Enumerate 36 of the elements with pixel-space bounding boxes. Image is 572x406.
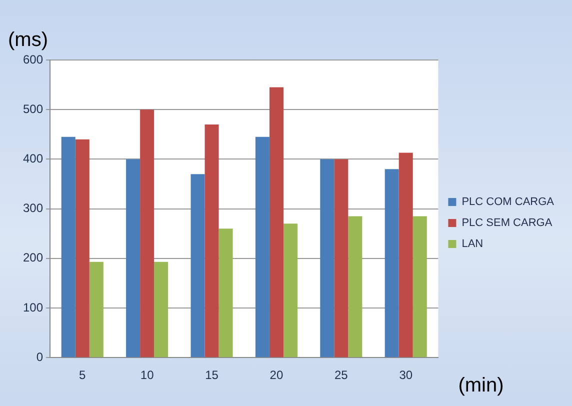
bar (61, 136, 76, 358)
y-axis-title: (ms) (8, 29, 48, 51)
bar (384, 169, 399, 358)
bar (269, 87, 284, 358)
x-tick-label: 30 (399, 368, 413, 382)
x-tick-label: 25 (334, 368, 348, 382)
bar (348, 216, 362, 358)
bar (190, 174, 205, 358)
legend-label: PLC COM CARGA (462, 196, 555, 208)
legend-label: PLC SEM CARGA (462, 217, 553, 230)
bar (204, 124, 219, 358)
y-tick-label: 0 (36, 350, 44, 364)
bar (154, 262, 168, 358)
bar (75, 139, 90, 358)
bar (218, 228, 233, 358)
y-tick-label: 500 (22, 102, 44, 116)
y-tick-label: 200 (22, 250, 44, 265)
x-tick-label: 15 (205, 368, 219, 382)
bar (320, 159, 334, 358)
bar (126, 159, 140, 358)
bar (140, 110, 154, 358)
y-tick-label: 300 (22, 201, 44, 216)
bar (412, 216, 427, 358)
y-tick-label: 100 (22, 300, 44, 314)
y-tick-label: 400 (22, 152, 44, 166)
bar (398, 152, 413, 358)
bar (334, 159, 348, 358)
legend-label: LAN (462, 238, 484, 250)
bar (283, 224, 298, 358)
x-tick-label: 10 (140, 368, 154, 382)
x-axis-title: (min) (458, 374, 504, 397)
x-tick-label: 20 (270, 368, 284, 382)
x-tick-label: 5 (79, 368, 86, 382)
bar (255, 136, 270, 358)
bar (89, 262, 104, 358)
y-tick-label: 600 (22, 52, 44, 66)
